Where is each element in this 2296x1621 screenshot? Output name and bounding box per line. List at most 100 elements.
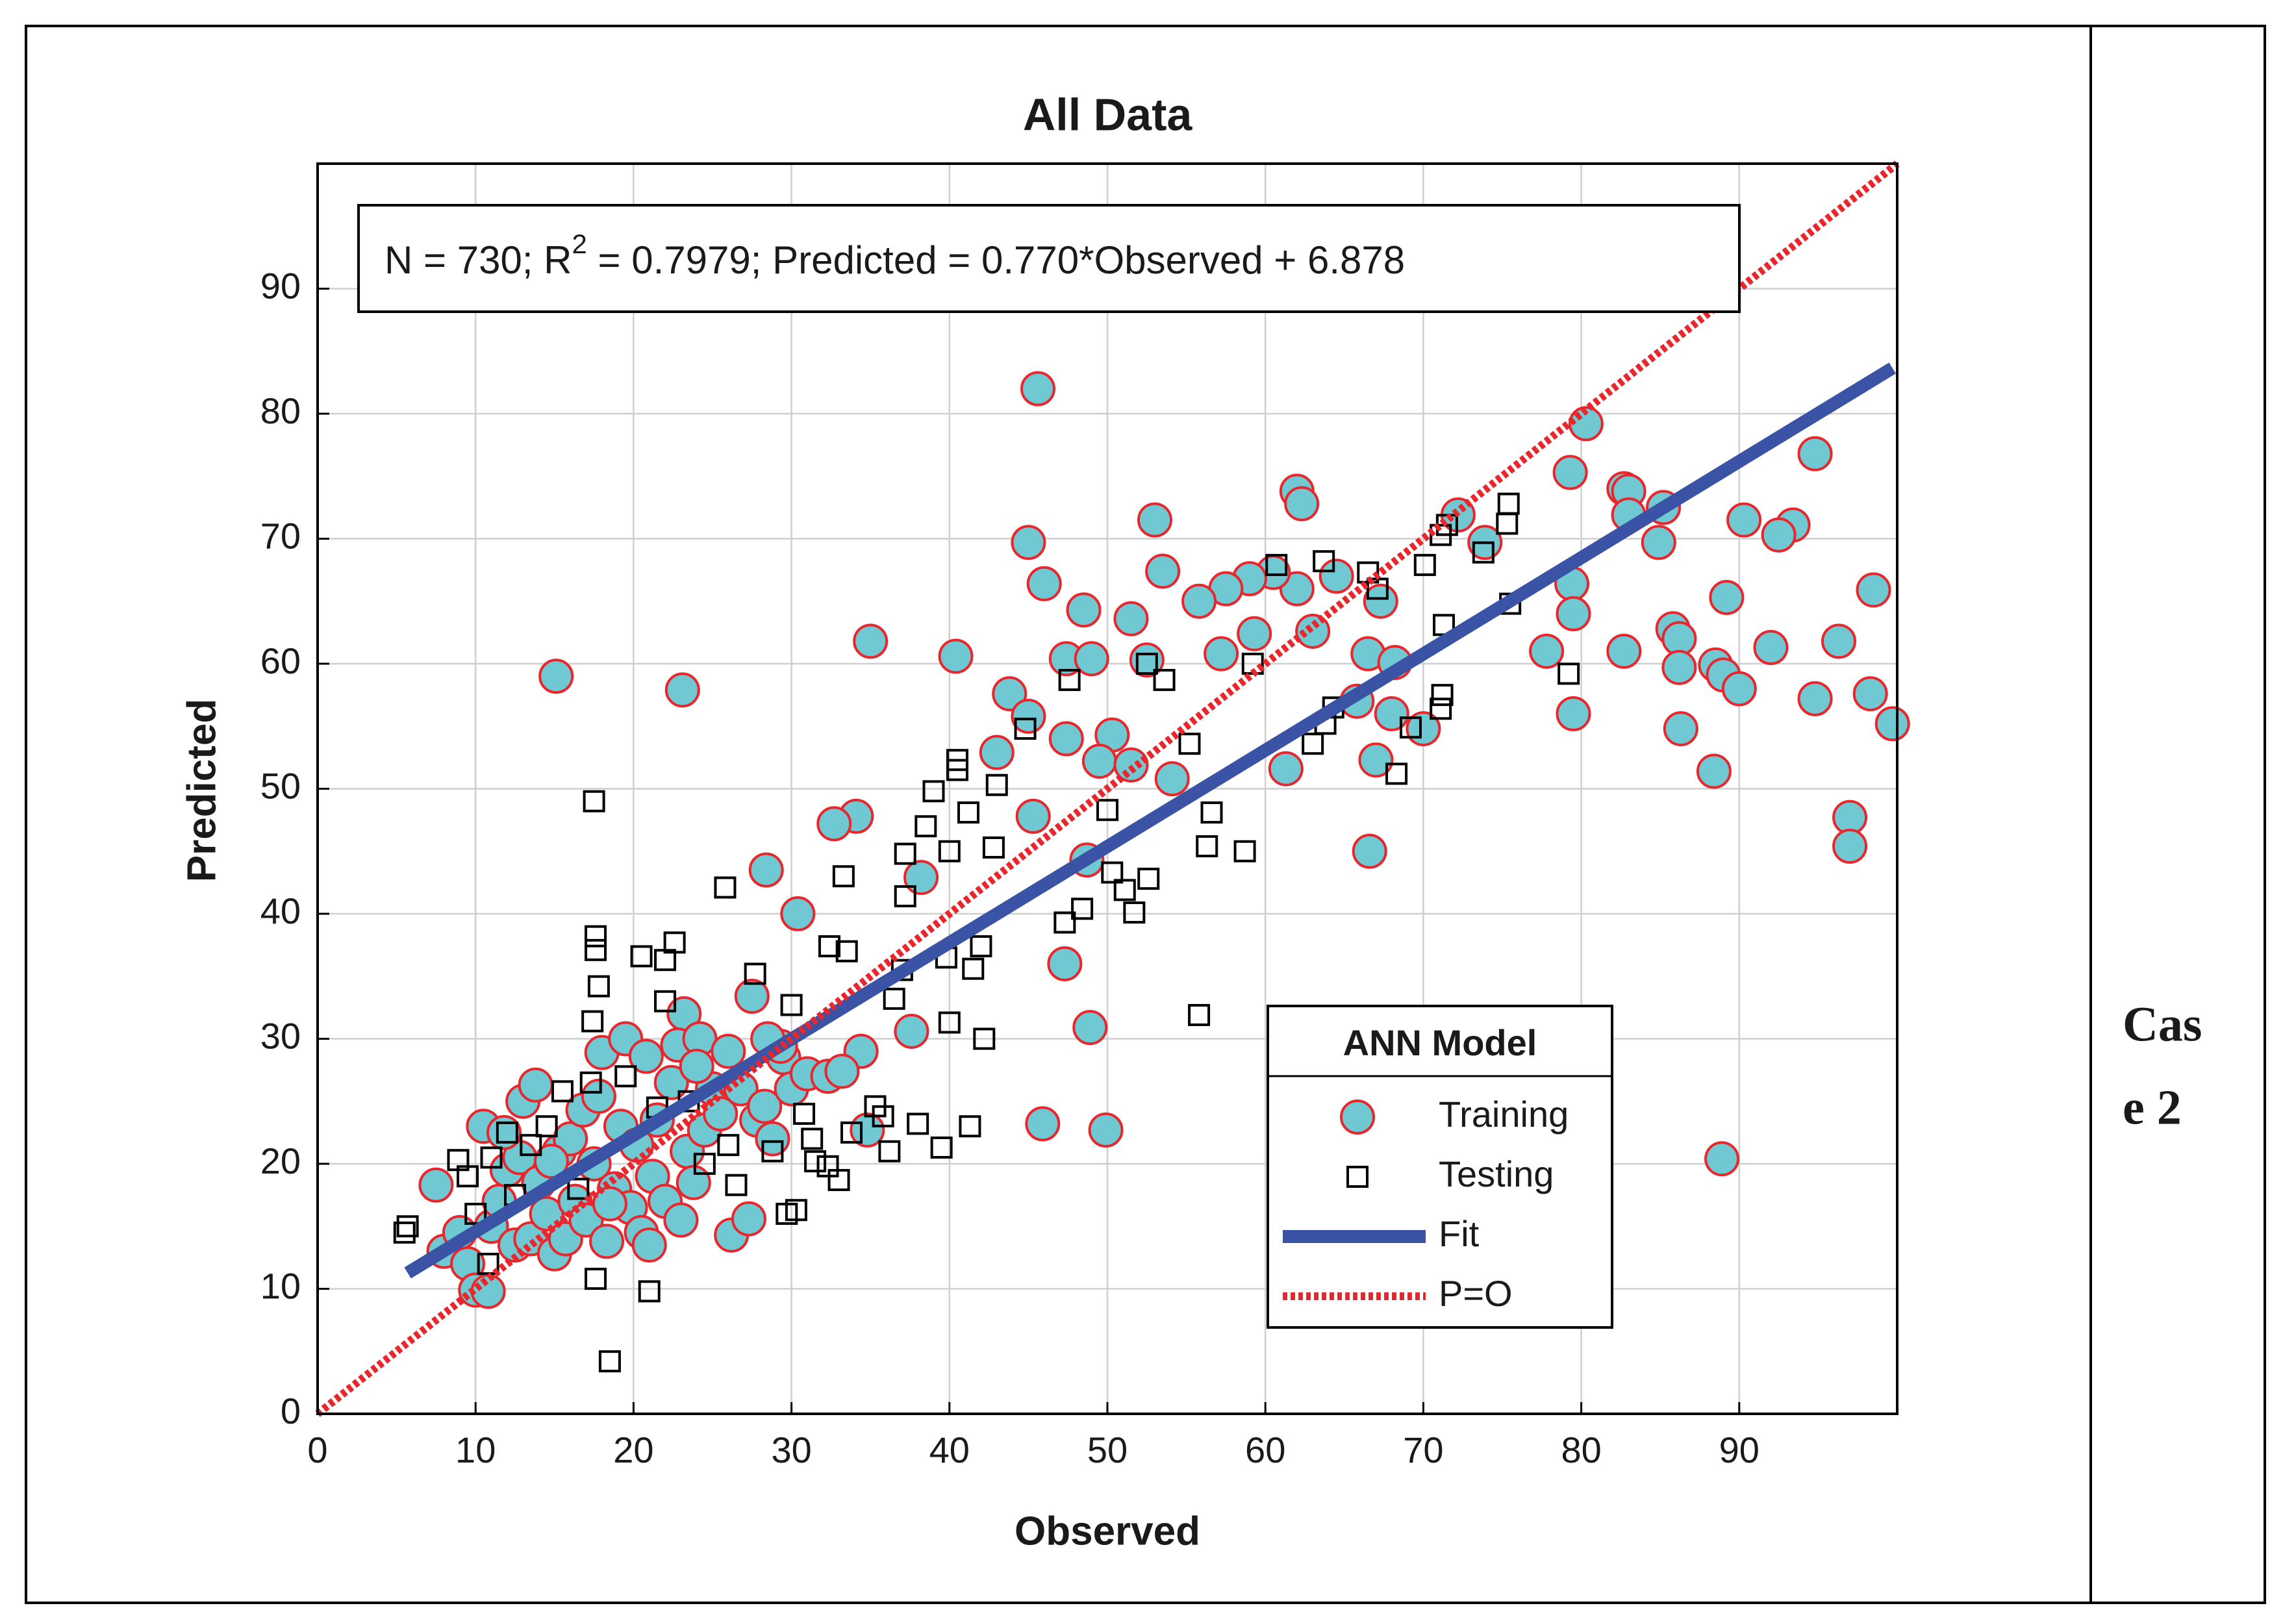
training-point — [816, 806, 852, 842]
testing-point — [1196, 835, 1218, 858]
testing-point — [959, 1115, 981, 1138]
testing-point — [654, 990, 677, 1012]
training-point — [894, 1013, 929, 1049]
testing-point — [744, 962, 766, 985]
training-point — [1145, 553, 1181, 589]
training-point — [1020, 371, 1055, 407]
training-point — [1268, 751, 1304, 786]
testing-point — [1071, 898, 1094, 920]
training-point — [1025, 1106, 1061, 1142]
training-point — [1663, 711, 1698, 747]
testing-point — [1188, 1003, 1211, 1026]
training-point — [1797, 681, 1833, 716]
annotation-text: N = 730; R — [385, 238, 572, 282]
testing-point — [832, 865, 855, 888]
legend-marker — [1340, 1100, 1375, 1135]
training-point — [1137, 502, 1172, 538]
legend-label: Testing — [1439, 1153, 1554, 1194]
testing-point — [587, 975, 610, 998]
x-tick-label: 10 — [455, 1429, 496, 1470]
testing-point — [583, 790, 605, 812]
training-point — [1696, 753, 1732, 789]
annotation-box — [357, 204, 1741, 313]
testing-point — [725, 1174, 748, 1196]
testing-point — [1385, 762, 1408, 785]
training-point — [780, 896, 816, 931]
x-tick-label: 70 — [1403, 1429, 1443, 1470]
y-tick-label: 20 — [260, 1140, 301, 1181]
testing-point — [793, 1103, 816, 1125]
legend-label: Training — [1439, 1094, 1569, 1135]
training-point — [1606, 633, 1642, 669]
training-point — [1048, 721, 1084, 757]
testing-point — [982, 836, 1005, 859]
x-tick-label: 20 — [613, 1429, 653, 1470]
testing-point — [818, 935, 840, 958]
x-tick-label: 60 — [1245, 1429, 1285, 1470]
y-tick-label: 50 — [260, 765, 301, 806]
testing-point — [638, 1280, 661, 1303]
x-tick-label: 40 — [929, 1429, 970, 1470]
testing-point — [393, 1221, 416, 1244]
testing-point — [1265, 553, 1288, 576]
training-point — [1832, 829, 1868, 864]
training-point — [1874, 706, 1910, 742]
training-point — [1129, 642, 1165, 678]
testing-point — [1153, 669, 1176, 692]
y-tick-label: 80 — [260, 390, 301, 431]
testing-point — [894, 885, 916, 908]
testing-point — [1430, 697, 1452, 720]
x-tick-label: 80 — [1561, 1429, 1601, 1470]
outer-frame — [25, 25, 2266, 1604]
training-point — [418, 1167, 454, 1203]
testing-point — [878, 1140, 901, 1162]
legend-label: P=O — [1439, 1273, 1513, 1314]
testing-point — [630, 945, 653, 968]
training-point — [938, 638, 974, 674]
training-point — [1529, 633, 1565, 669]
training-point — [631, 1227, 667, 1263]
training-point — [1761, 517, 1797, 553]
testing-point — [1101, 861, 1124, 884]
testing-point — [1497, 492, 1520, 515]
training-point — [518, 1067, 553, 1103]
training-point — [486, 1114, 522, 1150]
testing-point — [801, 1127, 824, 1150]
testing-point — [1113, 879, 1136, 901]
y-tick-label: 70 — [260, 515, 301, 556]
testing-point — [816, 1155, 839, 1177]
y-tick-label: 30 — [260, 1015, 301, 1056]
training-point — [1113, 601, 1149, 636]
training-point — [747, 1088, 783, 1124]
training-point — [992, 676, 1028, 712]
training-point — [470, 1274, 506, 1309]
training-point — [553, 1121, 588, 1157]
training-point — [1237, 616, 1272, 651]
testing-point — [1096, 799, 1118, 822]
testing-point — [957, 801, 979, 824]
identity-line — [315, 160, 1900, 1417]
testing-point — [535, 1115, 558, 1138]
testing-point — [930, 1136, 953, 1159]
testing-point — [464, 1203, 487, 1225]
chart-title: All Data — [1023, 89, 1193, 140]
training-point — [734, 979, 770, 1014]
annotation: N = 730; R2 = 0.7979; Predicted = 0.770*… — [385, 229, 1405, 282]
training-point — [1154, 761, 1190, 797]
testing-point — [551, 1080, 574, 1103]
testing-point — [614, 1065, 637, 1088]
x-tick-label: 30 — [771, 1429, 811, 1470]
training-point — [1358, 742, 1394, 778]
testing-point — [1053, 911, 1076, 934]
testing-point — [496, 1121, 518, 1144]
training-point — [1284, 486, 1320, 521]
training-point — [1856, 572, 1891, 608]
training-point — [711, 1033, 746, 1069]
testing-point — [567, 1177, 590, 1200]
testing-point — [827, 1169, 850, 1192]
testing-point — [1200, 801, 1223, 824]
training-point — [1066, 592, 1102, 628]
training-point — [1074, 641, 1109, 677]
testing-point — [579, 1071, 602, 1094]
x-axis-label: Observed — [1015, 1509, 1200, 1553]
